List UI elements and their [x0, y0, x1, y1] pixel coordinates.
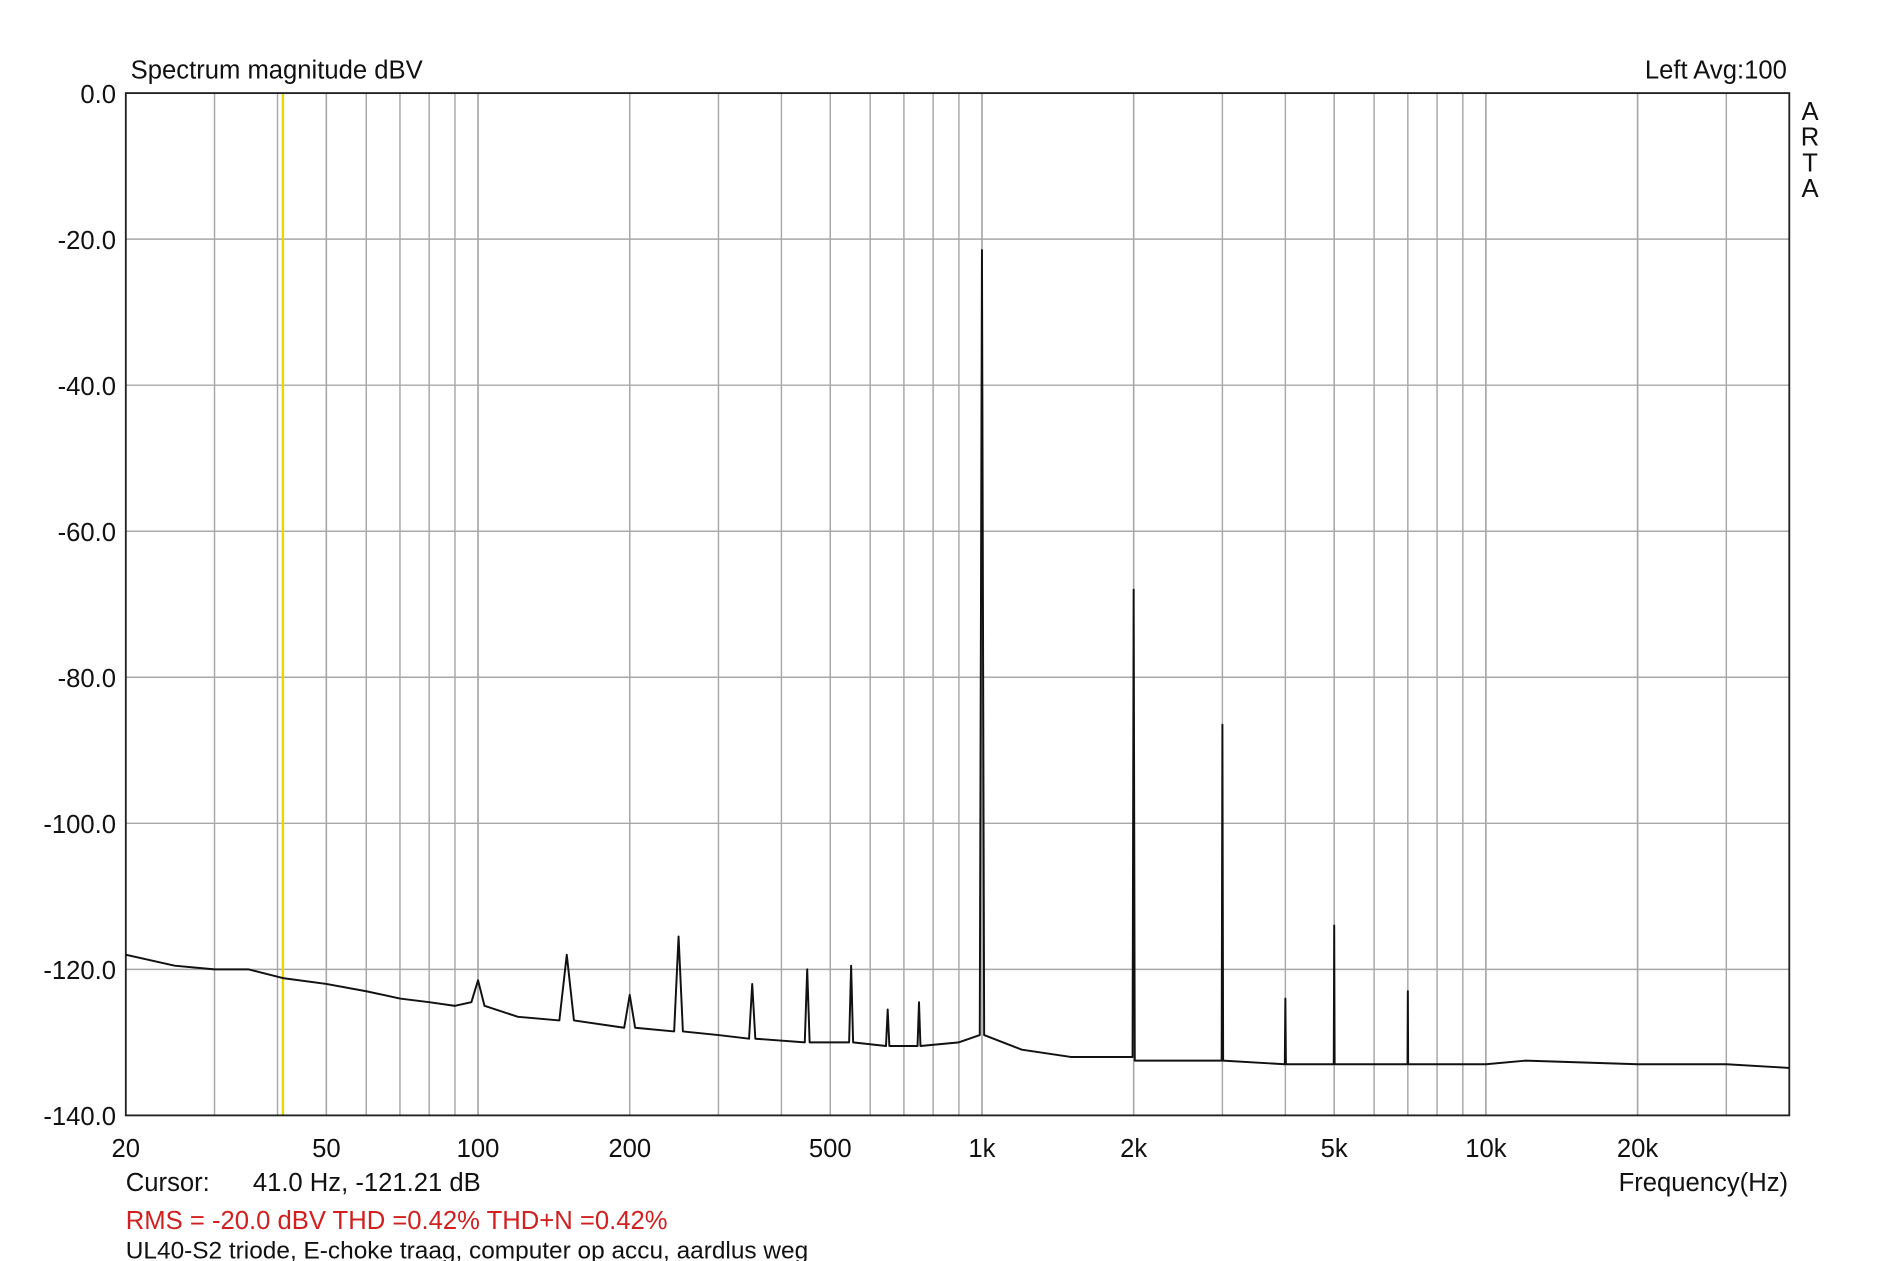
y-tick-label: -120.0	[43, 957, 116, 985]
x-axis-label: Frequency(Hz)	[1619, 1169, 1788, 1197]
x-tick-label: 2k	[1120, 1135, 1147, 1163]
y-tick-label: -100.0	[43, 811, 116, 839]
x-tick-label: 20	[112, 1135, 141, 1163]
spectrum-line	[125, 249, 1790, 1069]
cursor-readout: 41.0 Hz, -121.21 dB	[253, 1169, 481, 1197]
chart-title: Spectrum magnitude dBV	[131, 56, 423, 84]
x-tick-label: 500	[809, 1135, 852, 1163]
stats: RMS = -20.0 dBV THD =0.42% THD+N =0.42%	[126, 1207, 668, 1235]
x-tick-label: 5k	[1321, 1135, 1348, 1163]
x-tick-label: 100	[457, 1135, 500, 1163]
y-tick-label: -20.0	[58, 227, 116, 255]
y-tick-label: -60.0	[58, 519, 116, 547]
x-tick-label: 200	[608, 1135, 651, 1163]
x-tick-label: 20k	[1617, 1135, 1659, 1163]
x-tick-label: 50	[312, 1135, 341, 1163]
plot-frame	[124, 92, 1791, 1117]
y-tick-label: -40.0	[58, 373, 116, 401]
x-tick-label: 10k	[1465, 1135, 1507, 1163]
y-tick-label: -140.0	[43, 1103, 116, 1131]
y-tick-label: 0.0	[80, 81, 116, 109]
note: UL40-S2 triode, E-choke traag, computer …	[126, 1237, 808, 1261]
x-tick-label: 1k	[968, 1135, 995, 1163]
channel-label: Left Avg:100	[1645, 56, 1787, 84]
y-tick-label: -80.0	[58, 665, 116, 693]
cursor-label: Cursor:	[126, 1169, 210, 1197]
